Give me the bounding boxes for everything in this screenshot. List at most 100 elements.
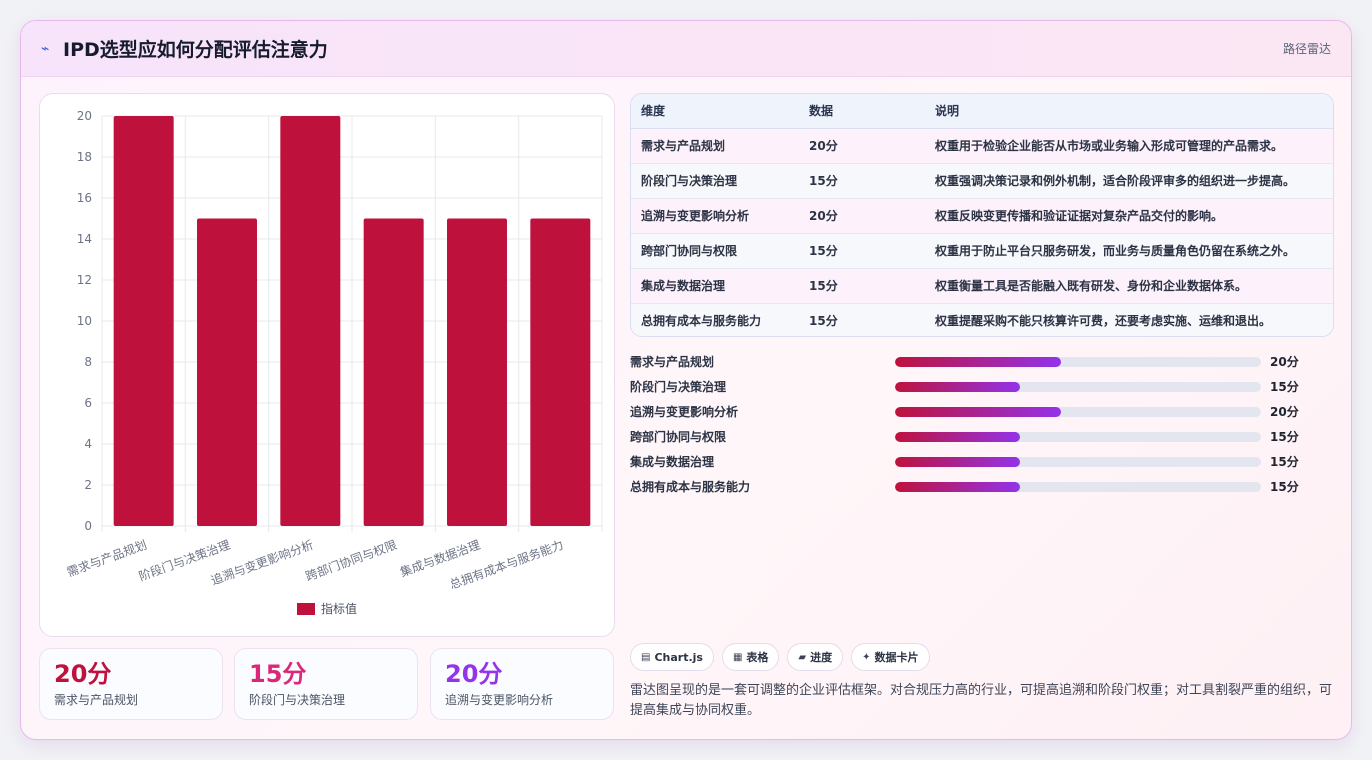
radar-icon: ⌁ (41, 40, 50, 57)
table-header-row: 维度 数据 说明 (631, 94, 1333, 129)
y-tick-label: 10 (77, 314, 92, 328)
progress-value: 15分 (1270, 430, 1299, 444)
progress-fill (895, 481, 1020, 492)
progress-row: 集成与数据治理 15分 (630, 449, 1334, 474)
table-cell-data: 20分 (799, 128, 925, 164)
sparkle-icon: ✦ (862, 651, 871, 663)
table-cell-description: 权重提醒采购不能只核算许可费，还要考虑实施、运维和退出。 (925, 303, 1333, 336)
kpi-label: 阶段门与决策治理 (249, 693, 346, 707)
progress-row: 阶段门与决策治理 15分 (630, 374, 1334, 399)
table-cell-description: 权重用于检验企业能否从市场或业务输入形成可管理的产品需求。 (925, 128, 1333, 164)
progress-fill (895, 456, 1020, 467)
bar (113, 116, 174, 526)
progress-label: 总拥有成本与服务能力 (630, 480, 751, 494)
kpi-card-2: 15分 阶段门与决策治理 (234, 648, 418, 720)
progress-fill (895, 356, 1062, 367)
table-cell-description: 权重衡量工具是否能融入既有研发、身份和企业数据体系。 (925, 268, 1333, 304)
legend-swatch (296, 602, 315, 615)
tag-progress[interactable]: ▰ 进度 (787, 643, 844, 671)
table-header-description: 说明 (925, 94, 1333, 129)
table-cell-description: 权重用于防止平台只服务研发，而业务与质量角色仍留在系统之外。 (925, 233, 1333, 269)
progress-fill (895, 431, 1020, 442)
bar-chart: 02468101214161820需求与产品规划阶段门与决策治理追溯与变更影响分… (65, 109, 603, 592)
x-tick-label: 跨部门协同与权限 (303, 537, 398, 584)
table-cell-data: 15分 (799, 268, 925, 304)
title-wrap: ⌁ IPD选型应如何分配评估注意力 (41, 35, 328, 62)
progress-label: 集成与数据治理 (630, 455, 715, 469)
table-cell-dimension: 集成与数据治理 (631, 268, 799, 304)
progress-label: 追溯与变更影响分析 (630, 405, 739, 419)
table-cell-data: 15分 (799, 303, 925, 336)
tag-label: 数据卡片 (874, 651, 919, 664)
data-table-wrap: 维度 数据 说明 需求与产品规划 20分 权重用于检验企业能否从市场或业务输入形… (630, 93, 1334, 337)
table-cell-dimension: 阶段门与决策治理 (631, 163, 799, 199)
table-row: 总拥有成本与服务能力 15分 权重提醒采购不能只核算许可费，还要考虑实施、运维和… (631, 303, 1333, 336)
kpi-card-3: 20分 追溯与变更影响分析 (430, 648, 614, 720)
tag-table[interactable]: ▦ 表格 (721, 643, 780, 671)
x-tick-label: 需求与产品规划 (65, 537, 149, 580)
data-table: 维度 数据 说明 需求与产品规划 20分 权重用于检验企业能否从市场或业务输入形… (631, 94, 1333, 336)
table-cell-description: 权重反映变更传播和验证证据对复杂产品交付的影响。 (925, 198, 1333, 234)
progress-track (895, 456, 1261, 467)
analysis-note: 雷达图呈现的是一套可调整的企业评估框架。对合规压力高的行业，可提高追溯和阶段门权… (630, 683, 1333, 718)
progress-value: 20分 (1270, 405, 1299, 419)
page-title: IPD选型应如何分配评估注意力 (63, 39, 328, 61)
path-radar-link[interactable]: 路径雷达 (1282, 42, 1331, 56)
table-row: 需求与产品规划 20分 权重用于检验企业能否从市场或业务输入形成可管理的产品需求… (631, 128, 1333, 164)
tag-list: ▤ Chart.js ▦ 表格 ▰ 进度 ✦ 数据卡片 (630, 643, 930, 671)
table-header-data: 数据 (799, 94, 925, 129)
y-tick-label: 2 (84, 478, 92, 492)
tag-label: Chart.js (654, 650, 703, 664)
y-tick-label: 14 (77, 232, 92, 246)
table-row: 阶段门与决策治理 15分 权重强调决策记录和例外机制，适合阶段评审多的组织进一步… (631, 163, 1333, 199)
progress-value: 15分 (1270, 380, 1299, 394)
y-tick-label: 0 (84, 519, 92, 533)
table-cell-description: 权重强调决策记录和例外机制，适合阶段评审多的组织进一步提高。 (925, 163, 1333, 199)
y-tick-label: 6 (84, 396, 92, 410)
progress-value: 15分 (1270, 455, 1299, 469)
progress-label: 跨部门协同与权限 (630, 430, 727, 444)
y-tick-label: 20 (77, 109, 92, 123)
table-cell-data: 15分 (799, 163, 925, 199)
kpi-label: 追溯与变更影响分析 (445, 693, 554, 707)
tag-chartjs[interactable]: ▤ Chart.js (630, 643, 714, 671)
y-tick-label: 18 (77, 150, 92, 164)
tag-label: 进度 (810, 651, 833, 664)
table-cell-data: 15分 (799, 233, 925, 269)
progress-label: 需求与产品规划 (630, 355, 715, 369)
progress-track (895, 356, 1261, 367)
kpi-value: 20分 (54, 660, 112, 688)
progress-list: 需求与产品规划 20分 阶段门与决策治理 15分 追溯与变更影响分析 20分 跨… (630, 349, 1334, 499)
progress-label: 阶段门与决策治理 (630, 380, 727, 394)
y-tick-label: 4 (84, 437, 92, 451)
y-tick-label: 16 (77, 191, 92, 205)
header: ⌁ IPD选型应如何分配评估注意力 路径雷达 (21, 21, 1351, 77)
table-cell-data: 20分 (799, 198, 925, 234)
progress-track (895, 481, 1261, 492)
table-cell-dimension: 追溯与变更影响分析 (631, 198, 799, 234)
bar (197, 218, 257, 526)
chart-legend[interactable]: 指标值 (40, 600, 614, 617)
progress-row: 总拥有成本与服务能力 15分 (630, 474, 1334, 499)
table-icon: ▦ (732, 651, 743, 663)
table-cell-dimension: 需求与产品规划 (631, 128, 799, 164)
progress-row: 需求与产品规划 20分 (630, 349, 1334, 374)
kpi-value: 15分 (249, 660, 307, 688)
progress-track (895, 431, 1261, 442)
table-row: 追溯与变更影响分析 20分 权重反映变更传播和验证证据对复杂产品交付的影响。 (631, 198, 1333, 234)
table-cell-dimension: 总拥有成本与服务能力 (631, 303, 799, 336)
progress-fill (895, 406, 1062, 417)
tag-data-card[interactable]: ✦ 数据卡片 (851, 643, 930, 671)
bar (530, 218, 591, 526)
progress-value: 20分 (1270, 355, 1299, 369)
y-tick-label: 12 (77, 273, 92, 287)
progress-icon: ▰ (798, 651, 807, 663)
table-header-dimension: 维度 (631, 94, 799, 129)
kpi-value: 20分 (445, 660, 503, 688)
progress-row: 追溯与变更影响分析 20分 (630, 399, 1334, 424)
dashboard-card: ⌁ IPD选型应如何分配评估注意力 路径雷达 0 2 4 6 8 10 12 14 16 18 20… (20, 20, 1352, 740)
table-row: 集成与数据治理 15分 权重衡量工具是否能融入既有研发、身份和企业数据体系。 (631, 268, 1333, 304)
bar (280, 116, 341, 526)
table-cell-dimension: 跨部门协同与权限 (631, 233, 799, 269)
progress-track (895, 381, 1261, 392)
